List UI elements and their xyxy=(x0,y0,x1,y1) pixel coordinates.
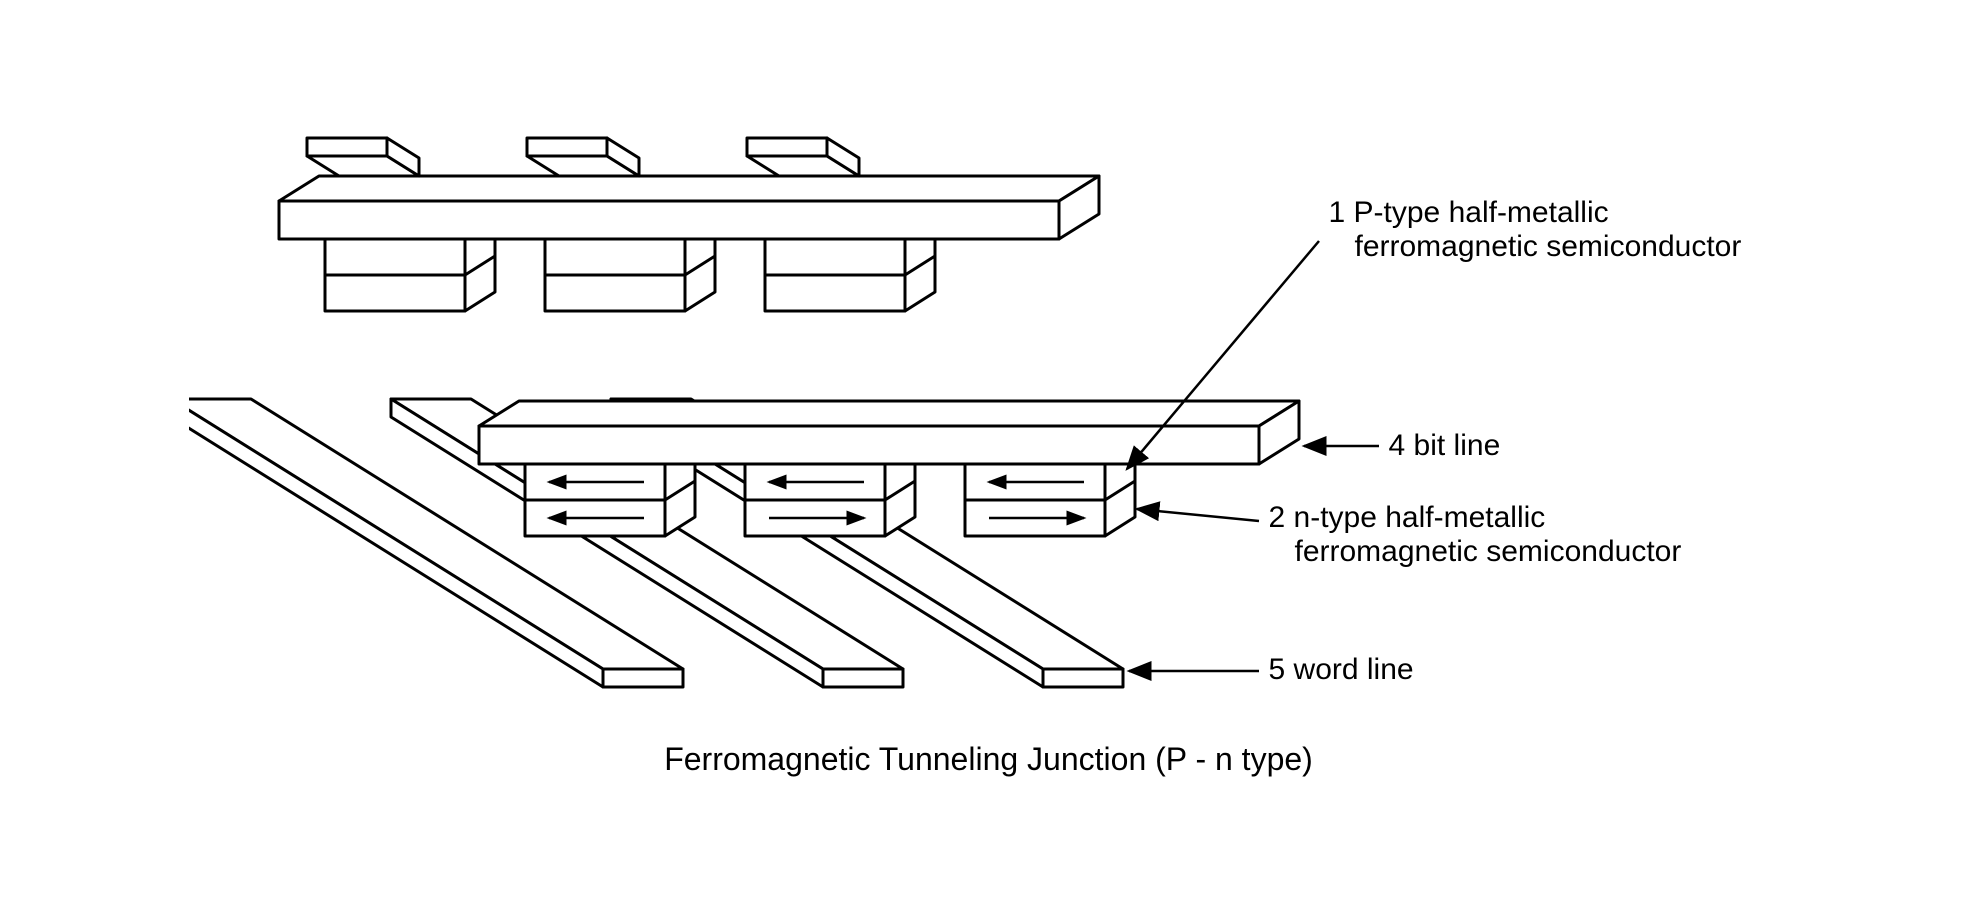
label-4-text: bit line xyxy=(1414,429,1501,462)
label-2-text: n-type half-metallic xyxy=(1294,501,1546,534)
label-4-num: 4 xyxy=(1389,429,1406,462)
label-2: 2 n-type half-metallic ferromagnetic sem… xyxy=(1269,501,1682,569)
stub-back-1 xyxy=(307,138,419,176)
bit-line-back xyxy=(279,176,1099,239)
label-5: 5 word line xyxy=(1269,653,1414,687)
diagram-container: 1 P-type half-metallic ferromagnetic sem… xyxy=(189,51,1789,851)
label-1-num: 1 xyxy=(1329,196,1346,229)
diagram-svg xyxy=(189,51,1789,851)
stub-back-2 xyxy=(527,138,639,176)
label-5-text: word line xyxy=(1294,653,1414,686)
stub-back-3 xyxy=(747,138,859,176)
label-4: 4 bit line xyxy=(1389,429,1501,463)
label-1-text2: ferromagnetic semiconductor xyxy=(1329,230,1742,263)
label-2-num: 2 xyxy=(1269,501,1286,534)
label-1: 1 P-type half-metallic ferromagnetic sem… xyxy=(1329,196,1742,264)
label-1-text: P-type half-metallic xyxy=(1354,196,1609,229)
label-5-num: 5 xyxy=(1269,653,1286,686)
label-2-text2: ferromagnetic semiconductor xyxy=(1269,535,1682,568)
caption: Ferromagnetic Tunneling Junction (P - n … xyxy=(664,741,1313,778)
